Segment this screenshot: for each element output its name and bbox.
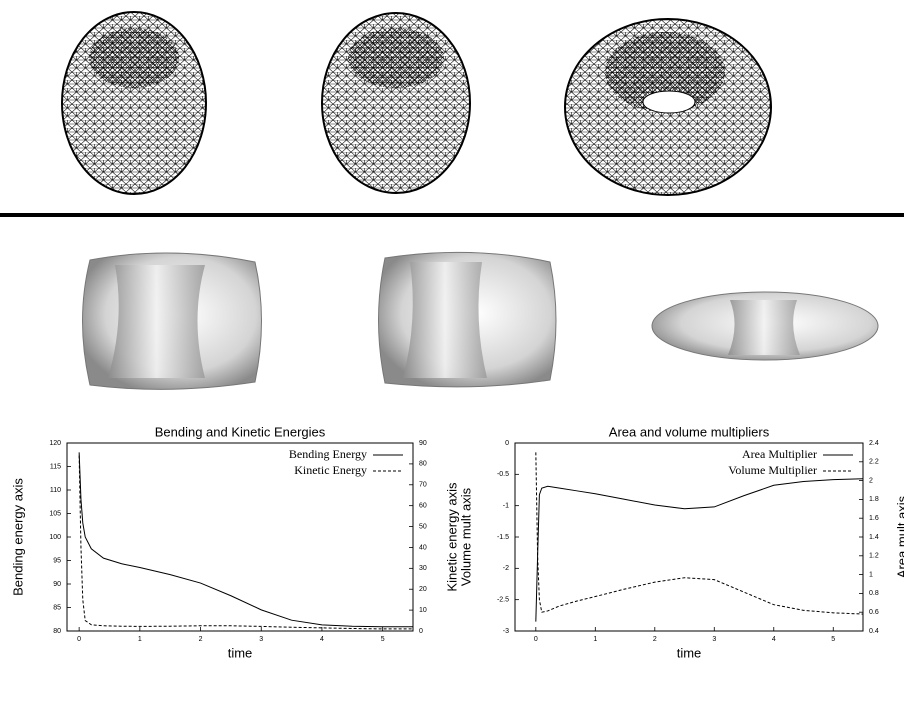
y-tick-label: -1.5	[497, 534, 509, 541]
wireframe-renderings	[61, 11, 772, 196]
x-tick-label: 0	[77, 636, 81, 643]
y2-tick-label: 30	[419, 565, 427, 572]
legend-label: Volume Multiplier	[728, 463, 817, 477]
y2-tick-label: 0.6	[869, 609, 879, 616]
y-axis-label: Bending energy axis	[10, 478, 25, 596]
y-axis-label: Volume mult axis	[458, 487, 473, 586]
y-tick-label: 85	[53, 604, 61, 611]
y-tick-label: 0	[505, 440, 509, 447]
y-tick-label: 95	[53, 557, 61, 564]
y2-axis-label: Area mult axis	[894, 495, 904, 578]
y2-tick-label: 1	[869, 571, 873, 578]
legend-label: Area Multiplier	[742, 447, 817, 461]
chart-title: Bending and Kinetic Energies	[155, 424, 326, 439]
series-line	[78, 452, 413, 628]
y-tick-label: 115	[50, 463, 61, 470]
y2-tick-label: 0.4	[869, 628, 879, 635]
x-tick-label: 4	[320, 636, 324, 643]
y2-tick-label: 1.2	[869, 553, 879, 560]
legend-label: Bending Energy	[289, 447, 367, 461]
x-tick-label: 5	[831, 636, 835, 643]
series-line	[78, 455, 413, 630]
y2-tick-label: 1.6	[869, 515, 879, 522]
x-tick-label: 2	[653, 636, 657, 643]
y-tick-label: -0.5	[497, 471, 509, 478]
y2-tick-label: 50	[419, 523, 427, 530]
shaded-renderings	[82, 251, 879, 390]
y2-tick-label: 2.4	[869, 440, 879, 447]
y2-tick-label: 10	[419, 607, 427, 614]
y2-axis-label: Kinetic energy axis	[444, 482, 459, 592]
x-tick-label: 2	[199, 636, 203, 643]
y2-tick-label: 2.2	[869, 459, 879, 466]
y-tick-label: -1	[503, 503, 509, 510]
y2-tick-label: 1.8	[869, 496, 879, 503]
y2-tick-label: 20	[419, 586, 427, 593]
x-tick-label: 0	[534, 636, 538, 643]
y-tick-label: 110	[50, 487, 61, 494]
x-tick-label: 1	[593, 636, 597, 643]
y2-tick-label: 1.4	[869, 534, 879, 541]
series-line	[535, 452, 864, 615]
y-tick-label: 100	[49, 534, 61, 541]
x-tick-label: 3	[259, 636, 263, 643]
y2-tick-label: 70	[419, 482, 427, 489]
y2-tick-label: 60	[419, 503, 427, 510]
y2-tick-label: 40	[419, 544, 427, 551]
x-tick-label: 1	[138, 636, 142, 643]
y2-tick-label: 80	[419, 461, 427, 468]
series-line	[535, 478, 864, 622]
x-tick-label: 5	[381, 636, 385, 643]
y2-tick-label: 0.8	[869, 590, 879, 597]
y-tick-label: 105	[49, 510, 61, 517]
y2-tick-label: 90	[419, 440, 427, 447]
y-tick-label: 80	[53, 628, 61, 635]
y-tick-label: -2.5	[497, 597, 509, 604]
y-tick-label: 90	[53, 581, 61, 588]
x-tick-label: 4	[772, 636, 776, 643]
y-tick-label: 120	[49, 440, 61, 447]
x-axis-label: time	[677, 645, 702, 660]
y-tick-label: -2	[503, 565, 509, 572]
y2-tick-label: 2	[869, 477, 873, 484]
y-tick-label: -3	[503, 628, 509, 635]
legend-label: Kinetic Energy	[294, 463, 367, 477]
x-tick-label: 3	[712, 636, 716, 643]
y2-tick-label: 0	[419, 628, 423, 635]
x-axis-label: time	[228, 645, 253, 660]
chart-title: Area and volume multipliers	[609, 424, 770, 439]
